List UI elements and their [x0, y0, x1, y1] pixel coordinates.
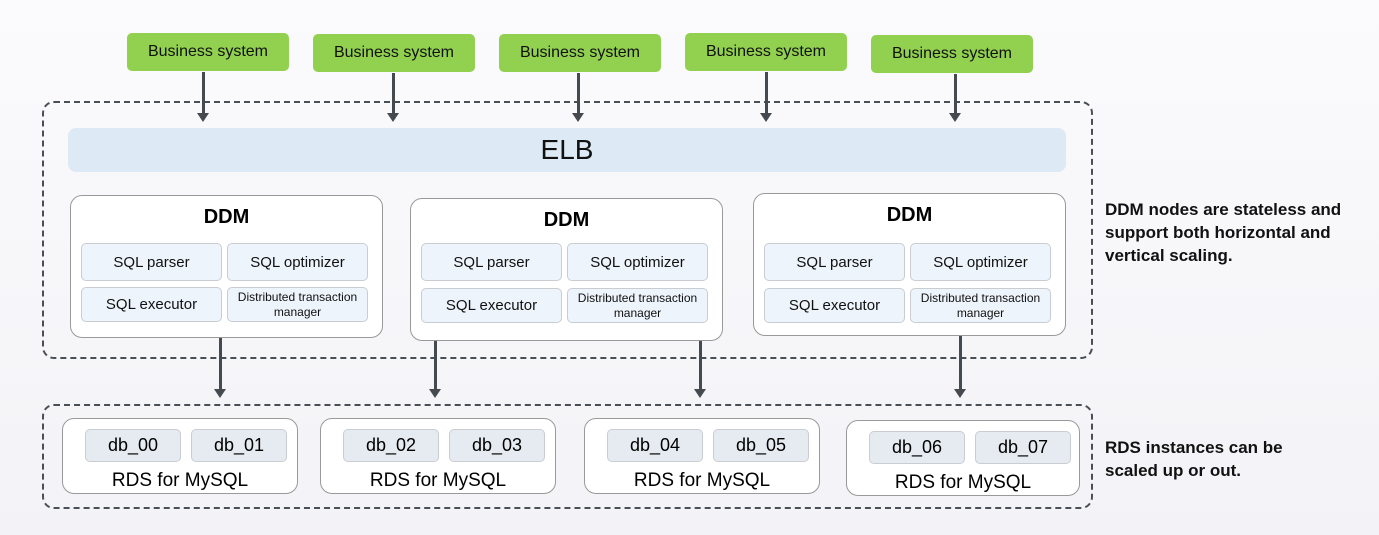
ddm-node-3: DDM SQL parser SQL optimizer SQL executo…: [753, 193, 1066, 336]
arrow-icon: [954, 336, 966, 398]
distributed-transaction-manager: Distributed transaction manager: [910, 288, 1051, 323]
sql-executor: SQL executor: [81, 287, 222, 322]
rds-instance-3: db_04 db_05 RDS for MySQL: [584, 418, 820, 494]
business-system-5: Business system: [871, 35, 1033, 73]
arrow-icon: [214, 338, 226, 398]
sql-parser: SQL parser: [764, 243, 905, 281]
elb-load-balancer: ELB: [68, 128, 1066, 172]
database: db_07: [975, 431, 1071, 464]
business-system-3: Business system: [499, 34, 661, 72]
ddm-layer-boundary: [42, 101, 1093, 359]
business-system-4: Business system: [685, 33, 847, 71]
ddm-node-2: DDM SQL parser SQL optimizer SQL executo…: [410, 198, 723, 341]
ddm-title: DDM: [203, 206, 250, 228]
rds-note: RDS instances can be scaled up or out.: [1105, 438, 1283, 480]
rds-instance-2: db_02 db_03 RDS for MySQL: [320, 418, 556, 494]
sql-executor: SQL executor: [764, 288, 905, 323]
arrow-icon: [572, 73, 584, 122]
distributed-transaction-manager: Distributed transaction manager: [567, 288, 708, 323]
database: db_02: [343, 429, 439, 462]
rds-layer-boundary: [42, 404, 1093, 509]
database: db_04: [607, 429, 703, 462]
sql-optimizer: SQL optimizer: [227, 243, 368, 281]
ddm-title: DDM: [886, 204, 933, 226]
rds-label: RDS for MySQL: [633, 470, 771, 491]
database: db_06: [869, 431, 965, 464]
arrow-icon: [760, 72, 772, 122]
rds-label: RDS for MySQL: [894, 472, 1032, 493]
database: db_05: [713, 429, 809, 462]
arrow-icon: [197, 72, 209, 122]
sql-executor: SQL executor: [421, 288, 562, 323]
rds-instance-1: db_00 db_01 RDS for MySQL: [62, 418, 298, 494]
business-system-2: Business system: [313, 34, 475, 72]
sql-parser: SQL parser: [81, 243, 222, 281]
database: db_01: [191, 429, 287, 462]
ddm-node-1: DDM SQL parser SQL optimizer SQL executo…: [70, 195, 383, 338]
sql-optimizer: SQL optimizer: [910, 243, 1051, 281]
database: db_00: [85, 429, 181, 462]
sql-parser: SQL parser: [421, 243, 562, 281]
arrow-icon: [387, 73, 399, 122]
sql-optimizer: SQL optimizer: [567, 243, 708, 281]
ddm-note: DDM nodes are stateless and support both…: [1105, 200, 1342, 265]
rds-label: RDS for MySQL: [369, 470, 507, 491]
distributed-transaction-manager: Distributed transaction manager: [227, 287, 368, 322]
ddm-title: DDM: [543, 209, 590, 231]
database: db_03: [449, 429, 545, 462]
arrow-icon: [429, 341, 441, 398]
arrow-icon: [949, 74, 961, 122]
business-system-1: Business system: [127, 33, 289, 71]
rds-instance-4: db_06 db_07 RDS for MySQL: [846, 420, 1080, 496]
arrow-icon: [694, 341, 706, 398]
rds-label: RDS for MySQL: [111, 470, 249, 491]
